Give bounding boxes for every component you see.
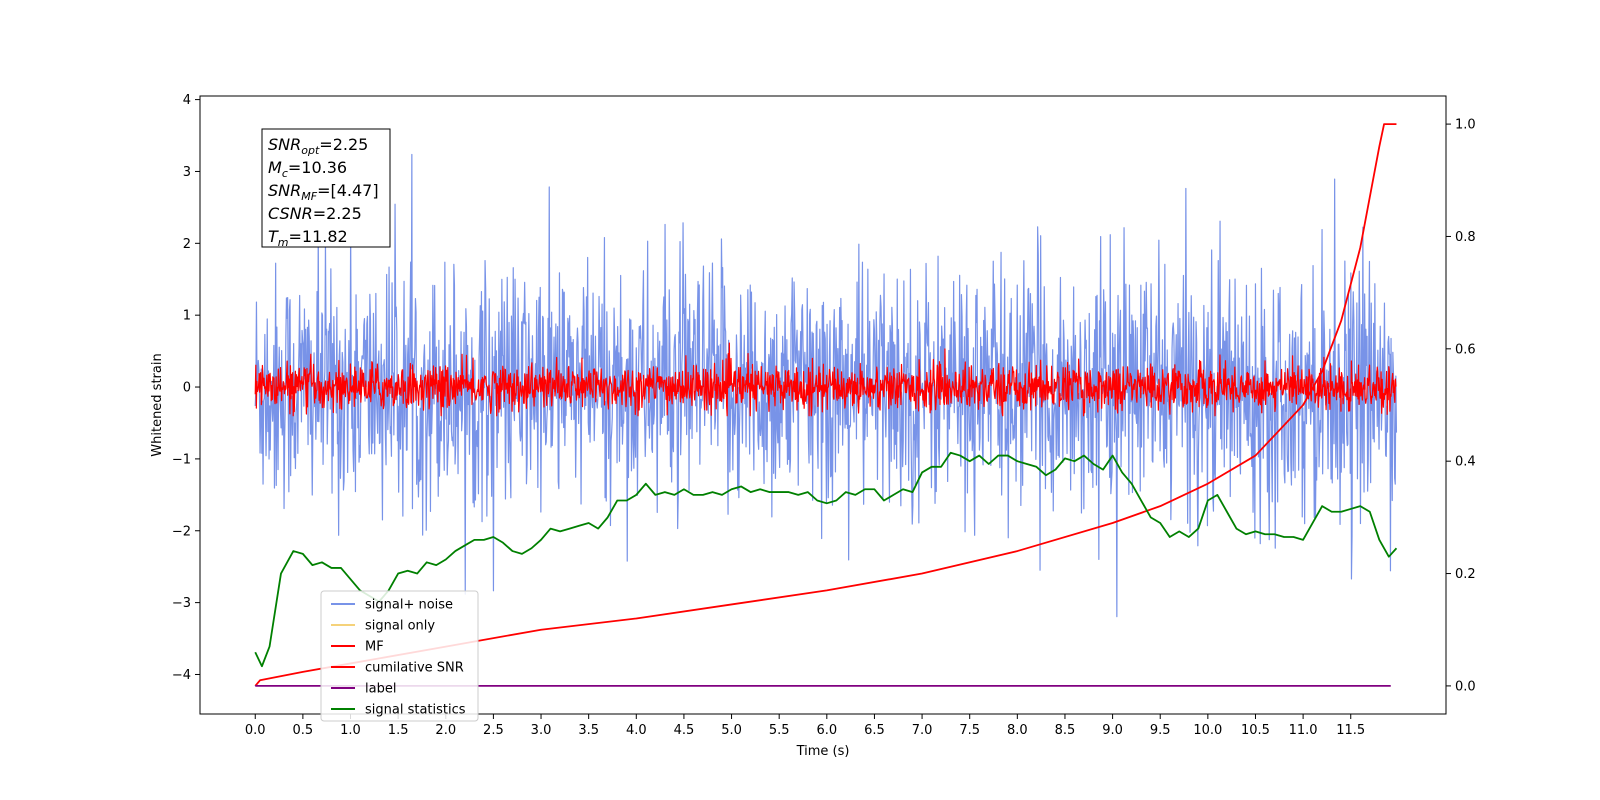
x-tick-label: 8.5 (1055, 723, 1076, 738)
y-tick-label-left: 1 (183, 309, 191, 324)
legend-label-signal_noise: signal+ noise (365, 598, 453, 613)
x-tick-label: 8.0 (1007, 723, 1028, 738)
x-tick-label: 10.0 (1193, 723, 1222, 738)
x-tick-label: 9.5 (1150, 723, 1171, 738)
legend-label-statistics: signal statistics (365, 703, 466, 718)
x-tick-label: 0.0 (245, 723, 266, 738)
x-tick-label: 11.0 (1289, 723, 1318, 738)
annotation-subscript: MF (301, 190, 317, 203)
legend-label-label: label (365, 682, 396, 697)
x-tick-label: 11.5 (1336, 723, 1365, 738)
annotation-symbol: SNR (268, 135, 301, 154)
annotation-value: =2.25 (313, 204, 362, 223)
x-tick-label: 3.5 (578, 723, 599, 738)
series-line-mf (254, 342, 1397, 417)
y-tick-label-left: −4 (172, 668, 191, 683)
x-tick-label: 6.5 (864, 723, 885, 738)
annotation-line: SNRMF=[4.47] (268, 181, 379, 203)
annotation-symbol: CSNR (268, 204, 313, 223)
plot-frame (199, 95, 1447, 715)
legend-frame (320, 590, 479, 722)
y-tick-label-right: 0.8 (1455, 230, 1476, 245)
x-tick-label: 0.5 (293, 723, 314, 738)
y-axis-left: −4 −3 −2 −1 0 1 2 3 4 (172, 93, 200, 683)
annotation-subscript: opt (301, 144, 320, 157)
x-tick-label: 3.0 (531, 723, 552, 738)
annotation-symbol: M (268, 158, 282, 177)
y-tick-label-right: 0.4 (1455, 455, 1476, 470)
annotation-value: =[4.47] (317, 181, 379, 200)
series-mf (254, 342, 1397, 417)
y-tick-label-right: 0.0 (1455, 679, 1476, 694)
x-tick-label: 5.0 (721, 723, 742, 738)
x-tick-label: 5.5 (769, 723, 790, 738)
annotation-value: =2.25 (319, 135, 368, 154)
legend-label-cumulative: cumilative SNR (365, 661, 464, 676)
annotation-line: CSNR=2.25 (268, 204, 362, 223)
y-tick-label-left: 0 (183, 381, 191, 396)
y-tick-label-left: 2 (183, 237, 191, 252)
x-axis: 0.0 0.5 1.0 1.5 2.0 2.5 3.0 3.5 4.0 4.5 5.0 5.5 6.0 6… (245, 714, 1365, 738)
annotation-line: Mc=10.36 (268, 158, 347, 180)
annotation-value: =10.36 (288, 158, 347, 177)
y-tick-label-right: 0.2 (1455, 567, 1476, 582)
x-tick-label: 4.5 (674, 723, 695, 738)
legend-label-signal_only: signal only (365, 619, 435, 634)
y-tick-label-right: 1.0 (1455, 118, 1476, 133)
x-axis-label: Time (s) (796, 744, 850, 759)
x-tick-label: 1.0 (340, 723, 361, 738)
x-tick-label: 1.5 (388, 723, 409, 738)
y-tick-label-left: −2 (172, 524, 191, 539)
annotation-frame (261, 128, 391, 248)
y-axis-label: Whitened strain (150, 353, 165, 456)
series-line-statistics (254, 451, 1398, 668)
x-tick-label: 2.5 (483, 723, 504, 738)
annotation-box: SNRopt=2.25Mc=10.36SNRMF=[4.47]CSNR=2.25… (261, 128, 391, 249)
annotation-value: =11.82 (289, 227, 348, 246)
x-tick-label: 2.0 (435, 723, 456, 738)
annotation-line: Tm=11.82 (268, 227, 348, 249)
y-tick-label-right: 0.6 (1455, 342, 1476, 357)
x-tick-label: 6.0 (816, 723, 837, 738)
legend: signal+ noise signal only MF cumilative SNR… (320, 590, 479, 722)
annotation-symbol: T (268, 227, 279, 246)
annotation-subscript: c (282, 167, 288, 180)
annotation-symbol: SNR (268, 181, 301, 200)
annotation-line: SNRopt=2.25 (268, 135, 368, 157)
y-tick-label-left: 3 (183, 165, 191, 180)
x-tick-label: 7.0 (912, 723, 933, 738)
y-tick-label-left: 4 (183, 93, 191, 108)
x-tick-label: 9.0 (1102, 723, 1123, 738)
legend-label-mf: MF (365, 640, 384, 655)
x-tick-label: 10.5 (1241, 723, 1270, 738)
annotation-subscript: m (278, 236, 289, 249)
y-tick-label-left: −1 (172, 452, 191, 467)
x-tick-label: 7.5 (959, 723, 980, 738)
x-tick-label: 4.0 (626, 723, 647, 738)
y-axis-right: 0.0 0.2 0.4 0.6 0.8 1.0 (1446, 118, 1476, 694)
y-tick-label-left: −3 (172, 596, 191, 611)
